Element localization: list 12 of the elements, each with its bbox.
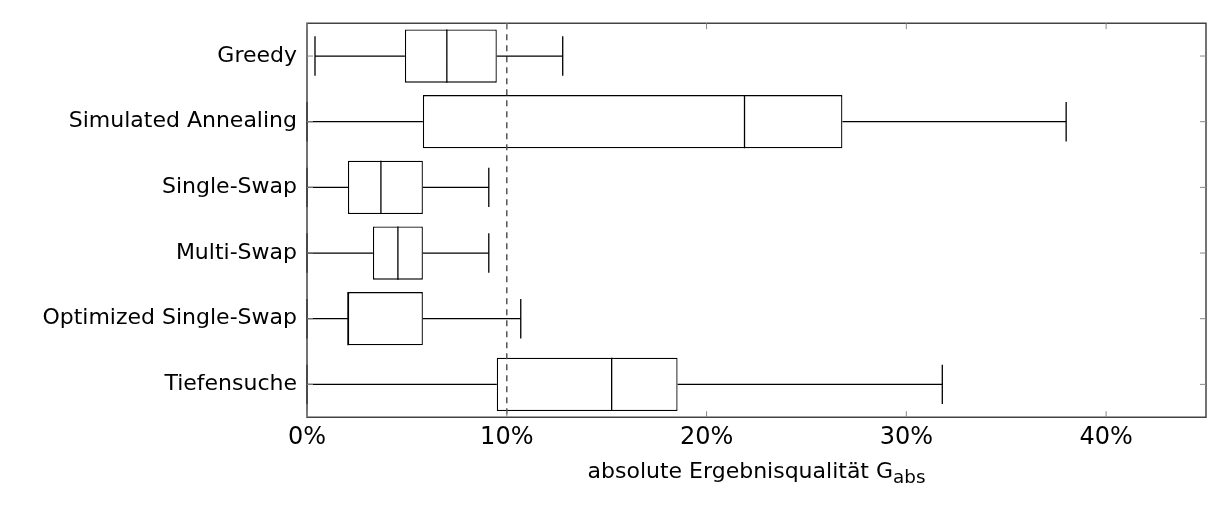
x-tick-label: 40% [1079, 421, 1133, 450]
x-tick-label: 30% [879, 421, 934, 450]
y-tick-label: Single-Swap [162, 173, 297, 199]
x-tick-label: 20% [679, 421, 734, 450]
y-tick-label: Optimized Single-Swap [42, 304, 297, 330]
x-axis-title: absolute Ergebnisqualität G$_{abs}$ [586, 458, 927, 488]
x-tick-label: 10% [480, 421, 534, 450]
y-tick-label: Simulated Annealing [68, 107, 297, 133]
y-tick-label: Tiefensuche [163, 370, 297, 396]
x-tick-label: 0% [287, 421, 327, 450]
y-tick-label: Greedy [217, 41, 297, 67]
y-tick-label: Multi-Swap [175, 238, 297, 264]
